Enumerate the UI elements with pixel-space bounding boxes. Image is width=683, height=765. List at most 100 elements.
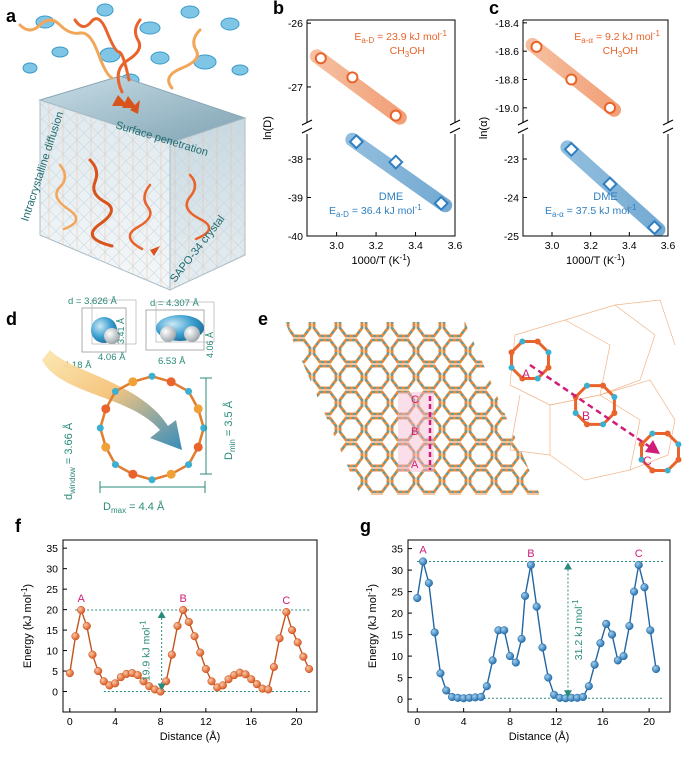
- energy-label-dme: Ea-D = 36.4 kJ mol-1: [329, 203, 422, 219]
- y-tick-label: 10: [391, 651, 403, 663]
- y-tick-label: 20: [46, 605, 58, 617]
- chart-f-methanol-energy: f 0 4 8 12 16 20 0 5 10 15 20 25 30 35 Distance (Å) Ener…: [15, 516, 318, 743]
- energy-point: [269, 662, 278, 672]
- axis-break: [517, 119, 529, 134]
- cage-window-atom: [649, 430, 656, 437]
- energy-point: [224, 675, 233, 684]
- axis-break: [301, 119, 313, 134]
- dme-box: d = 4.307 Å 6.53 Å 4.06 Å: [145, 298, 215, 367]
- cage-window-atom: [545, 349, 552, 356]
- y-tick-label: 25: [46, 584, 58, 596]
- energy-point: [179, 605, 188, 615]
- cage-window-atom: [649, 467, 656, 474]
- y-tick-label: -25: [504, 231, 519, 243]
- peak-label-b: B: [180, 593, 187, 605]
- x-tick-label: 0: [67, 716, 73, 728]
- panel-letter-b: b: [273, 0, 284, 18]
- energy-point: [500, 626, 509, 635]
- energy-point: [584, 682, 593, 691]
- y-tick-label: 0: [52, 687, 58, 699]
- methanol-box: d = 3.626 Å 4.18 Å 4.06 Å 3.41 Å: [64, 296, 137, 371]
- energy-point: [607, 630, 617, 639]
- cage-window-atom: [508, 364, 515, 371]
- panel-e-framework-path: e C B A A B C: [258, 299, 682, 495]
- energy-point: [288, 626, 297, 635]
- energy-point: [247, 675, 256, 684]
- y-tick-label: -39: [288, 193, 303, 205]
- x-tick-label: 3.0: [545, 240, 560, 252]
- dmin-label: Dmin = 3.5 Å: [222, 400, 237, 460]
- point-dme-0: [563, 141, 580, 158]
- y-axis-label: Energy (kJ mol-1): [20, 584, 34, 668]
- energy-point: [88, 650, 97, 659]
- eight-ring-window: [96, 372, 208, 484]
- point-ch3oh-0: [314, 52, 327, 65]
- energy-point: [482, 682, 491, 691]
- ring-atom: [101, 404, 111, 414]
- cage-window-atom: [545, 364, 552, 371]
- x-tick-label: 20: [291, 716, 303, 728]
- point-dme-1: [602, 176, 618, 192]
- cage-window-atom: [600, 382, 607, 389]
- energy-point: [640, 583, 649, 592]
- cage-window-atom: [508, 349, 515, 356]
- energy-point: [521, 591, 530, 600]
- panel-d-window-geometry: d d = 3.626 Å 4.18 Å 4.06 Å 3.41 Å d = 4…: [6, 296, 237, 515]
- series-label-dme: DME: [593, 191, 617, 203]
- sapo34-lattice: [285, 322, 540, 495]
- energy-point: [241, 670, 250, 679]
- energy-point: [99, 677, 108, 686]
- molecule-cluster: [22, 3, 249, 87]
- y-tick-label: 15: [391, 630, 403, 642]
- cage-window-atom: [519, 375, 526, 382]
- energy-point: [94, 666, 103, 676]
- panel-letter-a: a: [6, 6, 17, 26]
- panel-letter-g: g: [360, 516, 371, 536]
- cage-window-atom: [534, 338, 541, 345]
- dmax-label: Dmax = 4.4 Å: [103, 500, 165, 515]
- x-tick-label: 20: [643, 716, 655, 728]
- axis-break: [662, 119, 674, 134]
- energy-label-dme: Ea-α = 37.5 kJ mol-1: [545, 203, 637, 219]
- panel-letter-f: f: [15, 516, 22, 536]
- panel-letter-e: e: [258, 309, 268, 329]
- dimension-lines: [99, 377, 212, 493]
- ring-oxygen: [111, 461, 119, 469]
- peak-label-c: C: [635, 548, 643, 560]
- ring-bond: [170, 446, 200, 476]
- energy-point: [602, 619, 611, 628]
- ring-atom: [193, 404, 203, 414]
- y-axis-label: Energy (kJ mol-1): [365, 584, 379, 668]
- series-label-methanol: CH3OH: [603, 45, 638, 59]
- x-tick-label: 4: [112, 716, 118, 728]
- energy-point: [190, 632, 199, 641]
- energy-point: [436, 669, 445, 678]
- barrier-label: 31.2 kJ mol-1: [571, 599, 585, 660]
- cage-window-atom: [638, 456, 645, 463]
- energy-point: [526, 560, 535, 569]
- cage-path: [529, 363, 651, 449]
- energy-point: [652, 664, 661, 674]
- energy-point: [196, 648, 205, 657]
- ring-oxygen: [185, 461, 193, 469]
- peak-label-a: A: [419, 545, 427, 557]
- barrier-label: 19.9 kJ mol-1: [139, 620, 153, 681]
- cage-window-atom: [600, 421, 607, 428]
- series-label-dme: DME: [379, 191, 403, 203]
- energy-point: [634, 560, 643, 569]
- y-tick-label: 5: [52, 666, 58, 678]
- x-tick-label: 3.0: [329, 240, 344, 252]
- barrier-arrow-head: [563, 690, 572, 698]
- fit-band-ch3oh: [309, 49, 407, 125]
- y-tick-label: 25: [391, 587, 403, 599]
- cage-window-atom: [664, 430, 671, 437]
- y-tick-label: 20: [391, 608, 403, 620]
- energy-point: [419, 557, 428, 566]
- ring-atom: [166, 377, 176, 387]
- energy-point: [264, 685, 273, 694]
- energy-point: [275, 634, 284, 643]
- ring-atom: [128, 469, 138, 479]
- axis-frame: [522, 19, 669, 237]
- methanol-depth-label: 4.06 Å: [98, 352, 126, 363]
- channel-highlight: [398, 392, 434, 472]
